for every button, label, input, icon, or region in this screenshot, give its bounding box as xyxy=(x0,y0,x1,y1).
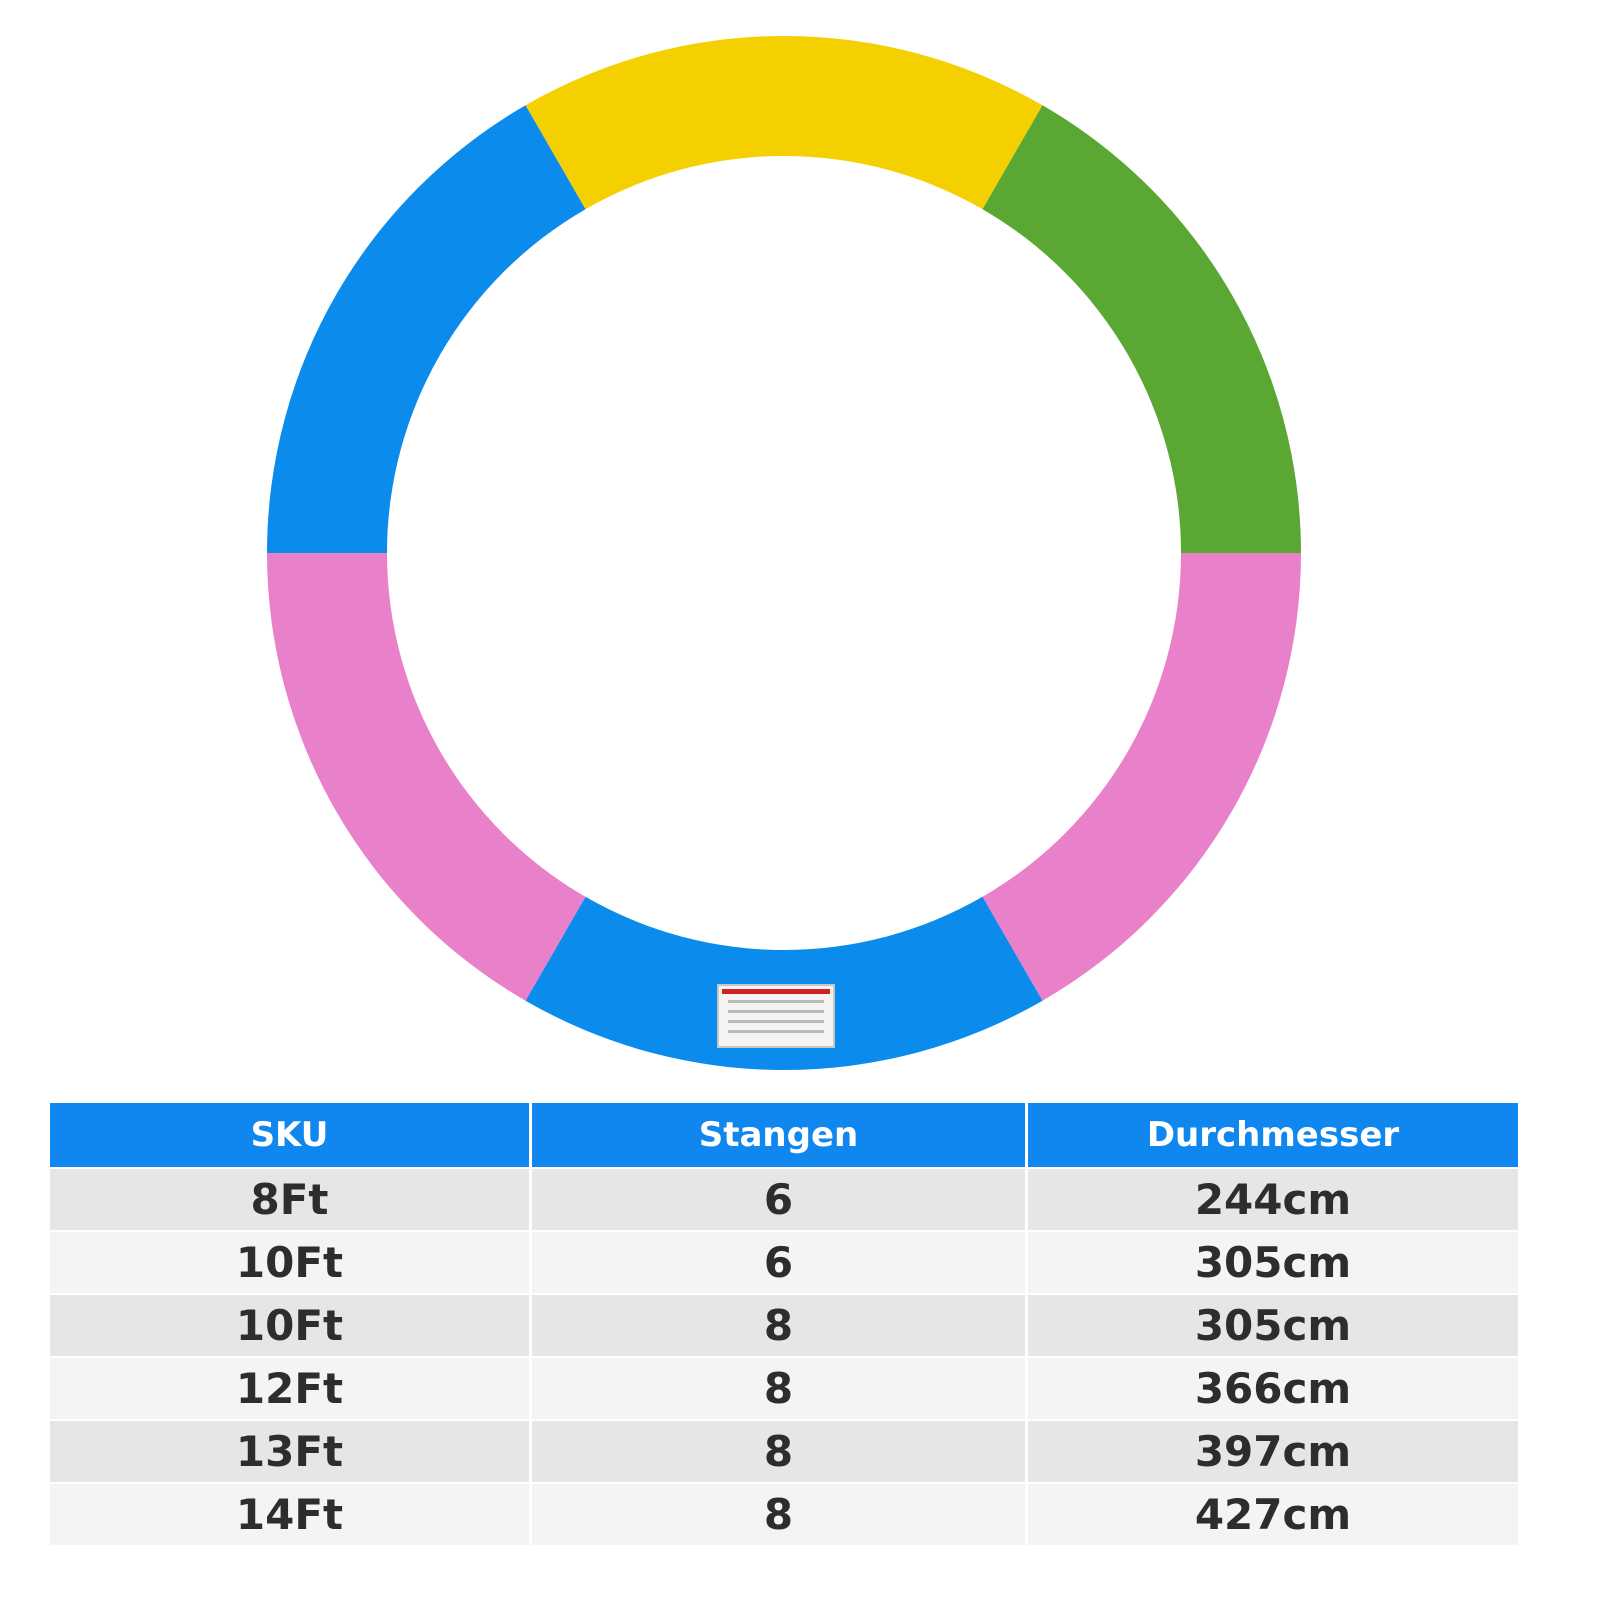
pad-segment xyxy=(982,553,1301,1001)
table-cell: Durchmesser xyxy=(1028,1103,1518,1167)
table-cell: 14Ft xyxy=(50,1482,532,1545)
pad-segment xyxy=(525,36,1043,210)
table-cell: 305cm xyxy=(1028,1230,1518,1293)
table-cell: 427cm xyxy=(1028,1482,1518,1545)
trampoline-pad xyxy=(267,36,1301,1070)
table-cell: 6 xyxy=(532,1230,1028,1293)
table-cell: 8 xyxy=(532,1293,1028,1356)
table-cell: 244cm xyxy=(1028,1167,1518,1230)
pad-segments xyxy=(267,36,1301,1070)
table-cell: 13Ft xyxy=(50,1419,532,1482)
table-cell: 366cm xyxy=(1028,1356,1518,1419)
table-cell: Stangen xyxy=(532,1103,1028,1167)
table-cell: 10Ft xyxy=(50,1230,532,1293)
pad-segment xyxy=(525,896,1043,1070)
size-table: SKU Stangen Durchmesser 8Ft 6 244cm 10Ft 6 305cm… xyxy=(50,1103,1518,1545)
table-cell: 12Ft xyxy=(50,1356,532,1419)
table-cell: 305cm xyxy=(1028,1293,1518,1356)
pad-segment xyxy=(982,105,1301,554)
warning-label xyxy=(717,984,835,1048)
table-cell: 8 xyxy=(532,1356,1028,1419)
table-cell: 6 xyxy=(532,1167,1028,1230)
table-cell: 8 xyxy=(532,1482,1028,1545)
table-cell: SKU xyxy=(50,1103,532,1167)
table-cell: 10Ft xyxy=(50,1293,532,1356)
table-cell: 8 xyxy=(532,1419,1028,1482)
table-cell: 397cm xyxy=(1028,1419,1518,1482)
table-cell: 8Ft xyxy=(50,1167,532,1230)
pad-segment xyxy=(267,553,586,1001)
pad-segment xyxy=(267,105,586,554)
